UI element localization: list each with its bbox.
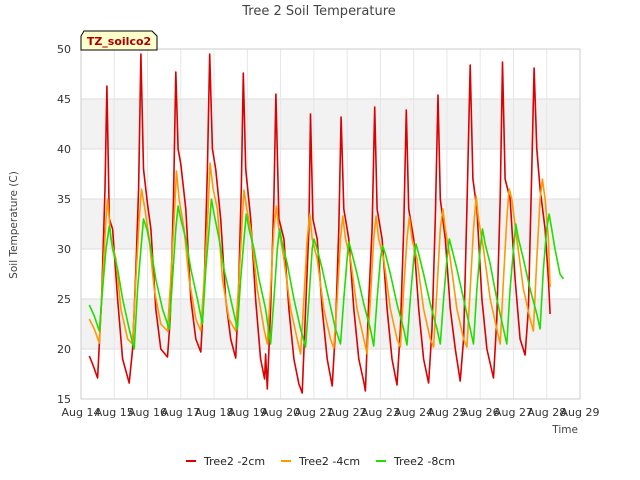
x-tick-label: Aug 28 [527, 406, 566, 419]
x-tick-label: Aug 18 [195, 406, 234, 419]
x-tick-label: Aug 20 [261, 406, 300, 419]
series-group [88, 53, 565, 394]
badge-box [80, 30, 158, 51]
series-line-2 [88, 162, 551, 355]
plot-band [81, 199, 580, 249]
x-tick-label: Aug 23 [361, 406, 400, 419]
y-tick-label: 50 [57, 43, 71, 56]
x-tick-label: Aug 29 [561, 406, 600, 419]
x-tick-label: Aug 17 [161, 406, 200, 419]
legend-label-3: Tree2 -8cm [393, 455, 455, 468]
y-tick-label: 40 [57, 143, 71, 156]
legend: Tree2 -2cm Tree2 -4cm Tree2 -8cm [186, 455, 455, 468]
y-axis-ticks: 15 20 25 30 35 40 45 50 [57, 43, 71, 406]
x-tick-label: Aug 25 [427, 406, 466, 419]
legend-label-1: Tree2 -2cm [203, 455, 265, 468]
plot-band [81, 99, 580, 149]
plot-bands [81, 49, 580, 399]
x-tick-label: Aug 16 [128, 406, 167, 419]
legend-label-2: Tree2 -4cm [298, 455, 360, 468]
y-tick-label: 30 [57, 243, 71, 256]
y-tick-label: 15 [57, 393, 71, 406]
x-tick-label: Aug 14 [62, 406, 101, 419]
y-tick-label: 20 [57, 343, 71, 356]
x-tick-label: Aug 26 [461, 406, 500, 419]
y-axis-label: Soil Temperature (C) [8, 171, 20, 279]
y-tick-label: 35 [57, 193, 71, 206]
chart-title: Tree 2 Soil Temperature [241, 4, 396, 19]
plot-frame [80, 48, 581, 400]
site-badge: TZ_soilco2 [80, 30, 158, 51]
series-line-1 [88, 53, 551, 394]
x-tick-label: Aug 24 [394, 406, 433, 419]
y-tick-label: 25 [57, 293, 71, 306]
x-tick-label: Aug 27 [494, 406, 533, 419]
x-tick-label: Aug 19 [228, 406, 267, 419]
y-tick-label: 45 [57, 93, 71, 106]
badge-label: TZ_soilco2 [87, 35, 151, 48]
series-line-3 [88, 198, 565, 350]
plot-band [81, 49, 580, 99]
x-tick-label: Aug 15 [95, 406, 134, 419]
x-tick-label: Aug 22 [328, 406, 367, 419]
plot-band [81, 149, 580, 199]
x-tick-label: Aug 21 [294, 406, 333, 419]
x-axis-label: Time [551, 424, 578, 436]
